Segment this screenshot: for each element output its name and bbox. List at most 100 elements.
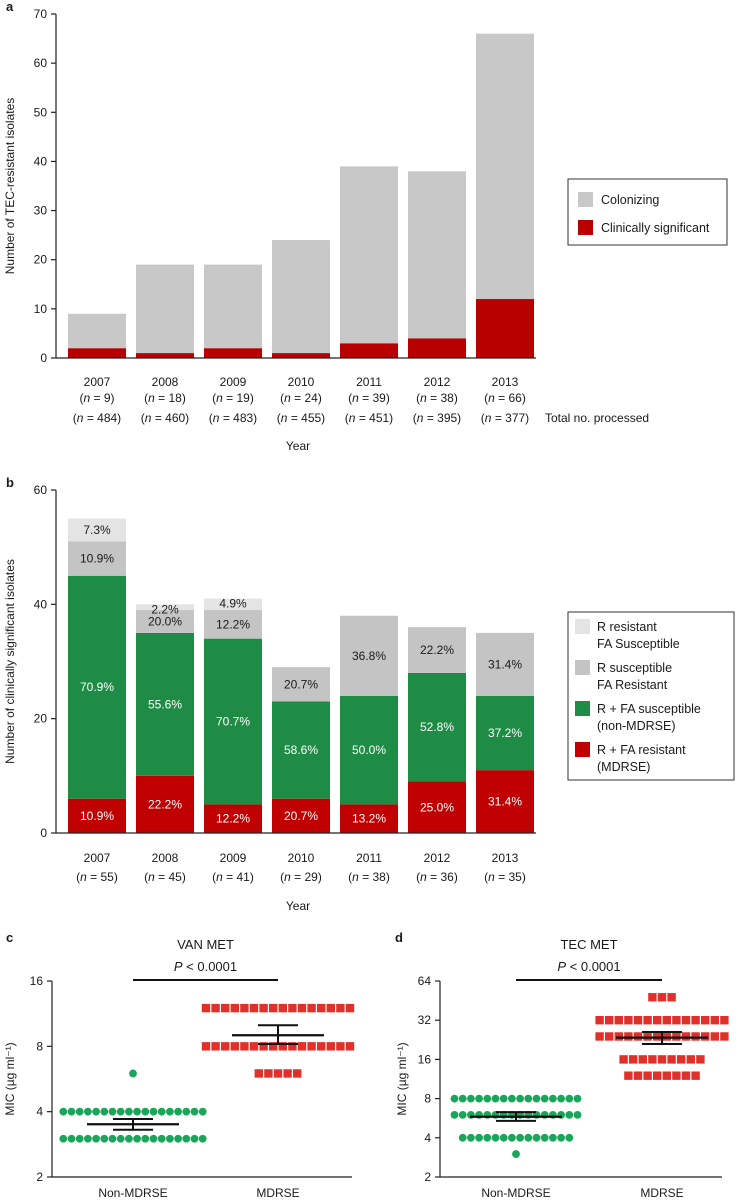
bar-colonizing [204,264,262,349]
data-point-non-mdrse [198,1134,207,1143]
p-value-label: P < 0.0001 [174,959,237,974]
x-tick-label: 2012 [424,375,451,389]
data-point-mdrse [624,1016,633,1025]
bar-colonizing [476,33,534,300]
segment-percent-label: 58.6% [284,743,318,757]
bar-mdrse [68,798,126,833]
legend-sublabel-r-susceptible-fa-resistant: FA Resistant [597,678,668,692]
x-axis-label: Year [286,899,310,913]
data-point-non-mdrse [133,1134,142,1143]
data-point-non-mdrse [573,1110,582,1119]
segment-percent-label: 37.2% [488,726,522,740]
data-point-mdrse [283,1069,292,1078]
data-point-non-mdrse [141,1107,150,1116]
panel-letter-c: c [6,930,13,945]
data-point-mdrse [605,1016,614,1025]
bar-clinically-significant [476,299,534,358]
x-n-label: (n = 38) [416,391,458,405]
data-point-mdrse [720,1016,729,1025]
x-n-label: (n = 19) [212,391,254,405]
data-point-non-mdrse [450,1110,459,1119]
data-point-mdrse [643,1071,652,1080]
data-point-non-mdrse [182,1107,191,1116]
y-tick-label: 60 [34,483,48,497]
data-point-non-mdrse [491,1094,500,1103]
data-point-non-mdrse [67,1134,76,1143]
data-point-non-mdrse [516,1133,524,1142]
data-point-non-mdrse [84,1134,92,1143]
data-point-non-mdrse [524,1133,533,1142]
y-axis-label: MIC (µg ml⁻¹) [395,1042,409,1115]
data-point-mdrse [686,1055,695,1064]
y-tick-label: 0 [40,826,47,840]
segment-percent-label: 10.9% [80,809,114,823]
data-point-non-mdrse [190,1134,199,1143]
data-point-mdrse [648,993,657,1002]
bar-mdrse [340,804,398,833]
x-processed-label: (n = 483) [209,411,257,425]
data-point-mdrse [696,1055,705,1064]
bar-non-mdrse [476,695,534,771]
x-processed-label: (n = 451) [345,411,393,425]
data-point-mdrse [667,1055,676,1064]
data-point-non-mdrse [124,1107,133,1116]
data-point-mdrse [288,1003,297,1013]
segment-percent-label: 12.2% [216,617,250,631]
data-point-non-mdrse [467,1094,475,1103]
data-point-non-mdrse [174,1107,183,1116]
x-tick-label: 2012 [424,851,451,865]
y-tick-label: 20 [34,712,48,726]
y-tick-label: 64 [418,974,432,988]
data-point-non-mdrse [565,1133,574,1142]
x-n-label: (n = 41) [212,870,254,884]
x-n-label: (n = 9) [79,391,114,405]
data-point-mdrse [249,1003,259,1013]
data-point-mdrse [720,1032,729,1041]
data-point-mdrse [264,1069,273,1078]
data-point-mdrse [201,1003,211,1013]
data-point-mdrse [657,1055,667,1064]
x-tick-label: 2013 [492,375,519,389]
segment-percent-label: 70.7% [216,715,250,729]
data-point-non-mdrse [198,1107,207,1116]
data-point-non-mdrse [108,1134,117,1143]
y-tick-label: 10 [34,302,48,316]
data-point-non-mdrse [166,1134,174,1143]
y-tick-label: 32 [418,1013,432,1027]
x-processed-label: (n = 484) [73,411,121,425]
processed-caption: Total no. processed [545,411,649,425]
segment-percent-label: 20.7% [284,809,318,823]
data-point-mdrse [230,1042,239,1051]
y-axis-label: Number of TEC-resistant isolates [3,98,17,275]
legend-swatch-colonizing [578,192,593,207]
data-point-mdrse [336,1042,345,1051]
segment-percent-label: 22.2% [148,797,182,811]
data-point-non-mdrse [450,1094,459,1103]
bar-non-mdrse [204,638,262,805]
segment-percent-label: 31.4% [488,795,522,809]
data-point-non-mdrse [540,1133,549,1142]
panel-a-bar-chart: a 0 10 20 30 40 50 60 70 Number of TEC-resistant … [3,0,728,453]
segment-percent-label: 20.0% [148,614,182,628]
x-processed-label: (n = 460) [141,411,189,425]
data-point-non-mdrse [157,1134,166,1143]
data-point-non-mdrse [458,1133,467,1142]
data-point-mdrse [691,1032,700,1041]
segment-percent-label: 22.2% [420,643,454,657]
bar-non-mdrse [136,632,194,776]
data-point-mdrse [681,1032,691,1041]
x-group-label: Non-MDRSE [481,1186,550,1200]
data-point-non-mdrse [540,1094,549,1103]
data-point-non-mdrse [141,1134,150,1143]
segment-percent-label: 55.6% [148,697,182,711]
bar-clinically-significant [272,353,330,358]
x-n-label: (n = 39) [348,391,390,405]
x-tick-label: 2011 [356,375,382,389]
y-tick-label: 4 [424,1131,431,1145]
data-point-mdrse [624,1032,633,1041]
data-point-mdrse [672,1032,681,1041]
segment-percent-label: 4.9% [219,597,247,611]
data-point-non-mdrse [133,1107,142,1116]
bar-r-susceptible-fa-resistant [340,615,398,696]
data-point-mdrse [614,1016,623,1025]
